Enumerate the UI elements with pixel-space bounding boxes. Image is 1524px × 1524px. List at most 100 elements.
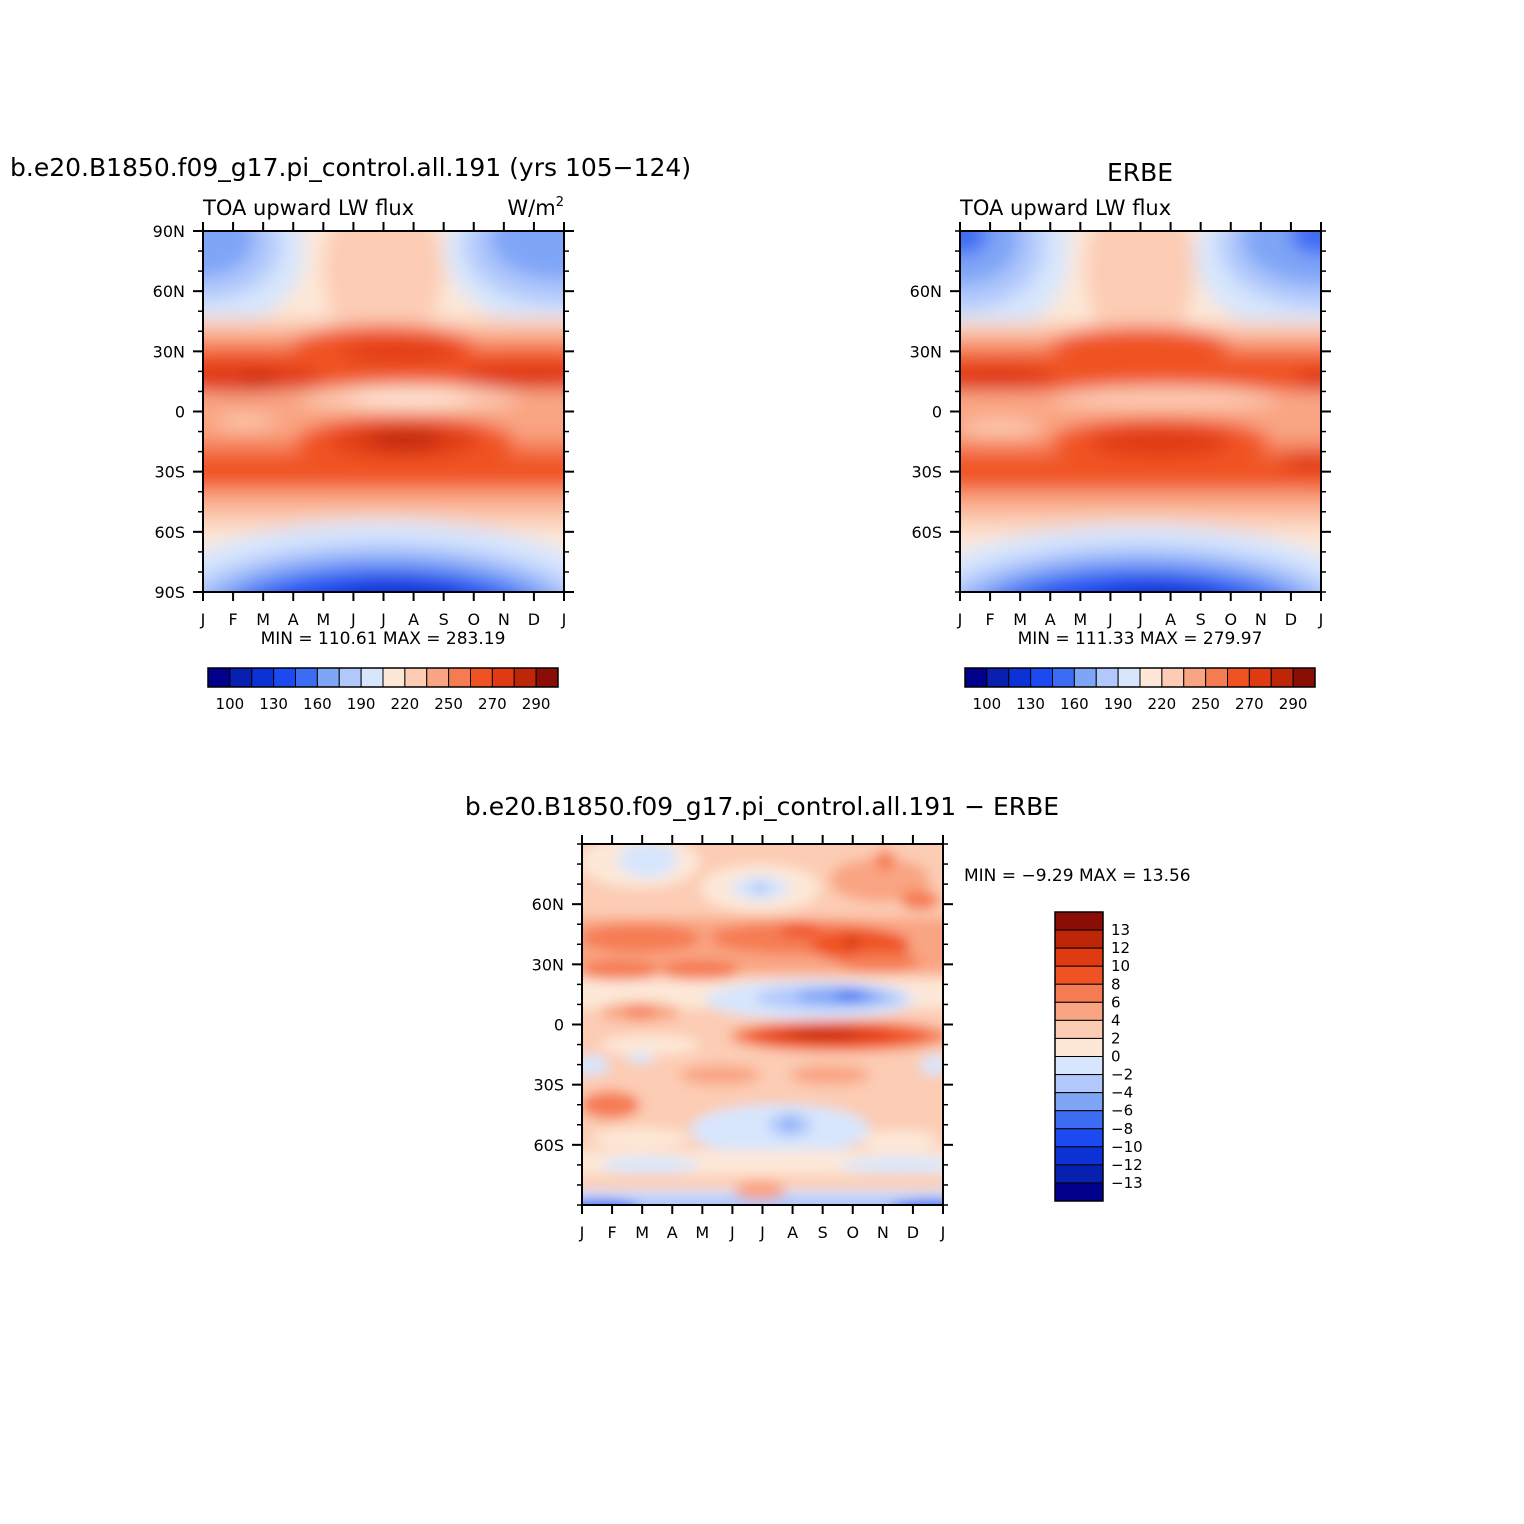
- x-tick-label: J: [1137, 610, 1143, 629]
- colorbar-label: 8: [1111, 975, 1121, 993]
- colorbar-swatch: [1054, 1001, 1104, 1021]
- colorbar-label: 10: [1111, 957, 1130, 975]
- colorbar-label: 0: [1111, 1048, 1121, 1066]
- x-tick-label: M: [316, 610, 330, 629]
- panel-obs-variable-label: TOA upward LW flux: [959, 196, 1171, 220]
- colorbar-swatch: [1205, 667, 1228, 688]
- colorbar-swatch: [1054, 1182, 1104, 1202]
- colorbar-swatch: [1248, 667, 1272, 688]
- y-tick-label: 0: [932, 403, 942, 422]
- x-tick-label: M: [1073, 610, 1087, 629]
- colorbar-swatch: [1161, 667, 1185, 688]
- colorbar-label: 160: [303, 695, 332, 713]
- colorbar-swatch: [1054, 1110, 1104, 1130]
- x-tick-label: N: [498, 610, 510, 629]
- colorbar-label: 130: [1016, 695, 1045, 713]
- colorbar-swatch: [1054, 965, 1104, 985]
- colorbar-swatch: [535, 667, 559, 688]
- colorbar-label: 130: [259, 695, 288, 713]
- x-tick-label: A: [667, 1223, 678, 1242]
- colorbar-swatch: [1183, 667, 1207, 688]
- colorbar-swatch: [1139, 667, 1163, 688]
- y-tick-label: 0: [554, 1016, 564, 1035]
- colorbar-border: [207, 667, 559, 688]
- colorbar-swatch: [1227, 667, 1250, 688]
- colorbar-label: −10: [1111, 1138, 1143, 1156]
- x-tick-label: J: [1107, 610, 1113, 629]
- x-tick-label: O: [467, 610, 480, 629]
- colorbar-swatch: [1054, 983, 1104, 1003]
- colorbar-label: 2: [1111, 1029, 1121, 1047]
- colorbar-swatch: [1073, 667, 1097, 688]
- colorbar-label: 6: [1111, 993, 1121, 1011]
- x-tick-label: F: [228, 610, 237, 629]
- colorbar-label: 270: [1235, 695, 1264, 713]
- colorbar-label: −4: [1111, 1084, 1133, 1102]
- colorbar-swatch: [1270, 667, 1294, 688]
- colorbar-label: −6: [1111, 1102, 1133, 1120]
- y-tick-label: 30N: [532, 955, 564, 974]
- x-tick-label: J: [759, 1223, 765, 1242]
- x-tick-label: D: [1285, 610, 1297, 629]
- y-tick-label: 60S: [911, 523, 942, 542]
- y-tick-label: 60N: [532, 895, 564, 914]
- colorbar-swatch: [1054, 1164, 1104, 1184]
- x-tick-label: S: [818, 1223, 828, 1242]
- panel-diff-title: b.e20.B1850.f09_g17.pi_control.all.191 −…: [465, 792, 1059, 821]
- x-tick-label: J: [1318, 610, 1324, 629]
- colorbar-label: 100: [973, 695, 1002, 713]
- colorbar-swatch: [964, 667, 988, 688]
- colorbar-border: [964, 667, 1316, 688]
- colorbar-swatch: [1008, 667, 1032, 688]
- colorbar-label: 13: [1111, 921, 1130, 939]
- x-tick-label: O: [846, 1223, 859, 1242]
- y-tick-label: 0: [175, 403, 185, 422]
- colorbar-swatch: [273, 667, 296, 688]
- colorbar-swatch: [251, 667, 275, 688]
- x-tick-label: O: [1224, 610, 1237, 629]
- colorbar-label: 100: [216, 695, 245, 713]
- colorbar-label: −13: [1111, 1174, 1143, 1192]
- x-tick-label: A: [1165, 610, 1176, 629]
- colorbar-label: −12: [1111, 1156, 1143, 1174]
- colorbar-label: 12: [1111, 939, 1130, 957]
- panel-obs-title: ERBE: [1107, 158, 1173, 187]
- colorbar-swatch: [360, 667, 384, 688]
- colorbar-swatch: [1054, 1074, 1104, 1094]
- colorbar-swatch: [229, 667, 253, 688]
- x-tick-label: S: [439, 610, 449, 629]
- y-tick-label: 30S: [533, 1076, 564, 1095]
- colorbar-swatch: [513, 667, 537, 688]
- x-tick-label: A: [787, 1223, 798, 1242]
- colorbar-label: −8: [1111, 1120, 1133, 1138]
- x-tick-label: J: [957, 610, 963, 629]
- y-tick-label: 90N: [153, 222, 185, 241]
- colorbar-swatch: [491, 667, 515, 688]
- colorbar-swatch: [1292, 667, 1316, 688]
- panel-diff-field: [582, 844, 943, 1205]
- panel-model-variable-label: TOA upward LW flux: [202, 196, 414, 220]
- x-tick-label: D: [528, 610, 540, 629]
- y-tick-label: 60N: [153, 282, 185, 301]
- colorbar-swatch: [404, 667, 428, 688]
- colorbar-swatch: [207, 667, 231, 688]
- colorbar-swatch: [1054, 1019, 1104, 1039]
- y-tick-label: 60N: [910, 282, 942, 301]
- panel-obs-stats: MIN = 111.33 MAX = 279.97: [1018, 629, 1263, 649]
- x-tick-label: A: [1045, 610, 1056, 629]
- y-tick-label: 30N: [910, 342, 942, 361]
- colorbar-swatch: [1054, 947, 1104, 967]
- panel-obs-colorbar: 100 130 160 190 220 250 270 290: [964, 667, 1316, 713]
- colorbar-swatch: [1095, 667, 1119, 688]
- panel-model-colorbar: 100 130 160 190 220 250 270 290: [207, 667, 559, 713]
- colorbar-swatch: [1030, 667, 1053, 688]
- panel-model-stats: MIN = 110.61 MAX = 283.19: [261, 629, 506, 649]
- x-tick-label: M: [1013, 610, 1027, 629]
- colorbar-swatch: [1117, 667, 1141, 688]
- colorbar-swatch: [426, 667, 450, 688]
- colorbar-swatch: [1054, 929, 1104, 949]
